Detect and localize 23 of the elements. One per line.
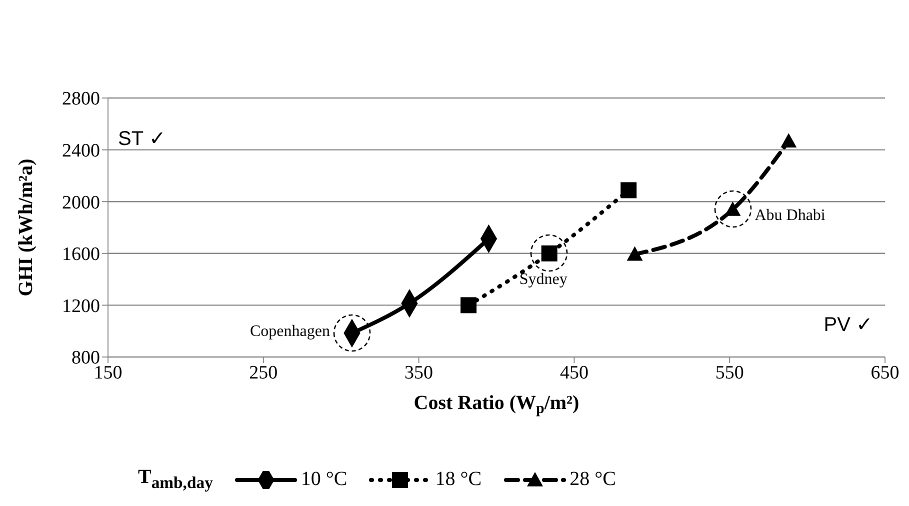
x-tick-label: 350 (404, 362, 434, 384)
y-tick-label: 2000 (62, 192, 100, 214)
legend-label: 18 °C (435, 468, 482, 491)
y-axis-title: GHI (kWh/m²a) (15, 158, 37, 296)
x-axis-title: Cost Ratio (W$_{p}$/m²) (414, 392, 580, 417)
y-tick-label: 1600 (62, 244, 100, 266)
annotation: ST ✓ (118, 128, 166, 150)
annotation: Copenhagen (250, 323, 330, 342)
x-tick-label: 650 (870, 362, 900, 384)
x-tick-label: 250 (249, 362, 278, 384)
point (620, 182, 637, 198)
y-tick-label: 2800 (62, 88, 100, 110)
y-tick-label: 1200 (62, 296, 100, 317)
annotation: Sydney (519, 271, 568, 290)
legend-label: 28 °C (570, 468, 616, 491)
point (460, 297, 477, 314)
annotation: Abu Dhabi (754, 207, 826, 226)
x-tick-label: 550 (715, 362, 744, 384)
legend-title: T$_{amb,day}$ (138, 466, 213, 492)
legend-label: 10 °C (300, 468, 348, 491)
y-tick-label: 2400 (62, 140, 100, 162)
annotation: PV ✓ (824, 314, 873, 336)
x-tick-label: 450 (560, 362, 588, 384)
